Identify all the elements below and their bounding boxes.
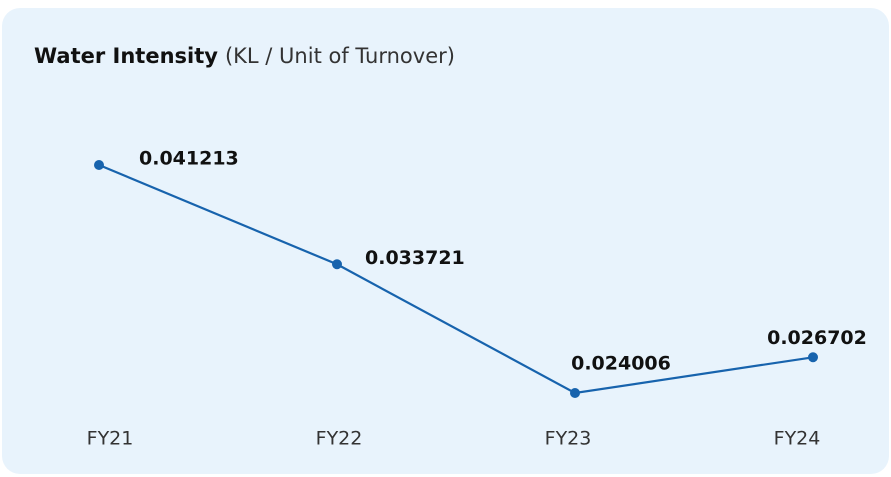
card [2,8,889,474]
data-label: 0.033721 [365,247,465,269]
data-label: 0.041213 [139,148,239,170]
point [332,259,342,270]
x-tick-label: FY24 [774,428,821,450]
chart-title-line: Water Intensity (KL / Unit of Turnover) [34,44,455,68]
data-label: 0.026702 [767,327,867,349]
chart-title: Water Intensity [34,44,218,68]
point [94,160,104,170]
x-tick-label: FY22 [316,428,363,450]
x-tick-label: FY21 [87,428,134,450]
point [570,388,580,398]
data-label: 0.024006 [571,353,671,375]
point [808,352,818,363]
line [98,163,814,395]
chart-subtitle: (KL / Unit of Turnover) [225,44,455,68]
x-tick-label: FY23 [545,428,592,450]
